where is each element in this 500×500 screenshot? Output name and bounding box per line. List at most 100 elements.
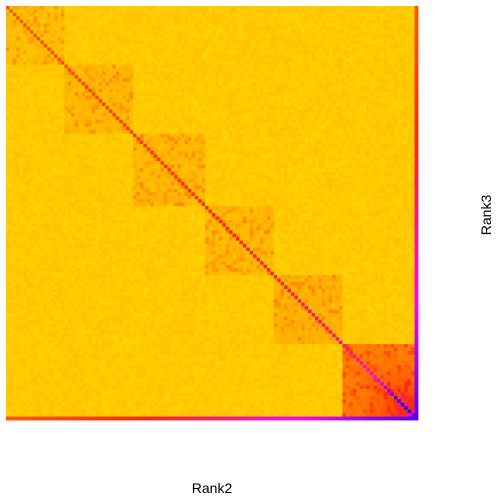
heatmap-cell bbox=[119, 147, 124, 152]
heatmap-cell bbox=[215, 64, 220, 69]
heatmap-cell bbox=[95, 95, 100, 100]
heatmap-cell bbox=[301, 9, 306, 14]
heatmap-cell bbox=[400, 109, 405, 114]
heatmap-cell bbox=[339, 43, 343, 48]
heatmap-cell bbox=[81, 95, 86, 100]
heatmap-cell bbox=[311, 33, 316, 38]
heatmap-cell bbox=[57, 54, 62, 59]
heatmap-cell bbox=[208, 109, 213, 114]
heatmap-cell bbox=[304, 78, 309, 83]
heatmap-cell bbox=[129, 37, 134, 41]
heatmap-cell bbox=[297, 109, 302, 114]
heatmap-cell bbox=[311, 106, 316, 110]
heatmap-cell bbox=[16, 140, 21, 145]
heatmap-cell bbox=[181, 102, 185, 107]
heatmap-cell bbox=[184, 126, 189, 131]
heatmap-cell bbox=[105, 112, 110, 117]
heatmap-cell bbox=[218, 102, 223, 107]
heatmap-cell bbox=[229, 144, 233, 148]
heatmap-cell bbox=[40, 137, 45, 141]
heatmap-cell bbox=[212, 137, 216, 141]
heatmap-cell bbox=[43, 57, 48, 62]
heatmap-cell bbox=[400, 75, 405, 79]
heatmap-cell bbox=[47, 9, 52, 14]
heatmap-cell bbox=[315, 88, 319, 93]
heatmap-cell bbox=[308, 75, 312, 79]
heatmap-cell bbox=[404, 140, 409, 145]
heatmap-cell bbox=[91, 54, 96, 59]
heatmap-cell bbox=[187, 102, 192, 107]
heatmap-cell bbox=[287, 133, 292, 138]
heatmap-cell bbox=[88, 26, 93, 31]
heatmap-cell bbox=[414, 43, 419, 48]
heatmap-cell bbox=[304, 57, 309, 62]
heatmap-cell bbox=[30, 140, 34, 145]
heatmap-cell bbox=[270, 123, 275, 128]
heatmap-cell bbox=[342, 40, 347, 45]
heatmap-cell bbox=[332, 140, 336, 145]
heatmap-cell bbox=[170, 106, 175, 110]
heatmap-cell bbox=[380, 68, 385, 72]
heatmap-cell bbox=[328, 78, 333, 83]
heatmap-cell bbox=[81, 119, 86, 124]
heatmap-cell bbox=[40, 30, 45, 34]
heatmap-cell bbox=[19, 112, 24, 117]
heatmap-cell bbox=[177, 9, 182, 14]
heatmap-cell bbox=[16, 147, 21, 152]
heatmap-cell bbox=[54, 144, 58, 148]
heatmap-cell bbox=[12, 57, 17, 62]
heatmap-cell bbox=[57, 12, 62, 17]
heatmap-cell bbox=[170, 43, 175, 48]
heatmap-cell bbox=[60, 9, 65, 14]
heatmap-cell bbox=[356, 9, 361, 14]
heatmap-cell bbox=[205, 109, 209, 114]
heatmap-cell bbox=[6, 68, 10, 72]
heatmap-cell bbox=[308, 40, 312, 45]
heatmap-cell bbox=[67, 126, 72, 131]
heatmap-cell bbox=[222, 85, 227, 90]
heatmap-cell bbox=[256, 92, 261, 97]
heatmap-cell bbox=[43, 43, 48, 48]
heatmap-cell bbox=[277, 9, 282, 14]
heatmap-cell bbox=[318, 23, 323, 28]
heatmap-cell bbox=[102, 130, 106, 135]
heatmap-cell bbox=[170, 9, 175, 14]
heatmap-cell bbox=[304, 75, 309, 79]
heatmap-cell bbox=[153, 126, 158, 131]
heatmap-cell bbox=[105, 116, 110, 121]
heatmap-cell bbox=[170, 37, 175, 41]
heatmap-cell bbox=[198, 50, 203, 55]
heatmap-cell bbox=[146, 75, 151, 79]
heatmap-cell bbox=[301, 12, 306, 17]
heatmap-cell bbox=[6, 61, 10, 66]
heatmap-cell bbox=[290, 130, 295, 135]
heatmap-cell bbox=[184, 92, 189, 97]
heatmap-cell bbox=[6, 19, 10, 24]
heatmap-cell bbox=[74, 61, 79, 66]
heatmap-cell bbox=[215, 68, 220, 72]
heatmap-cell bbox=[109, 81, 113, 86]
heatmap-cell bbox=[222, 106, 227, 110]
heatmap-cell bbox=[218, 30, 223, 34]
heatmap-cell bbox=[208, 92, 213, 97]
heatmap-cell bbox=[95, 23, 100, 28]
heatmap-cell bbox=[318, 54, 323, 59]
heatmap-cell bbox=[277, 116, 282, 121]
heatmap-cell bbox=[208, 78, 213, 83]
heatmap-cell bbox=[208, 85, 213, 90]
heatmap-cell bbox=[23, 123, 27, 128]
heatmap-cell bbox=[64, 40, 69, 45]
heatmap-cell bbox=[342, 47, 347, 52]
heatmap-cell bbox=[184, 112, 189, 117]
heatmap-cell bbox=[194, 123, 199, 128]
heatmap-cell bbox=[321, 47, 326, 52]
heatmap-cell bbox=[301, 75, 306, 79]
heatmap-cell bbox=[16, 16, 21, 21]
heatmap-cell bbox=[153, 85, 158, 90]
heatmap-cell bbox=[301, 88, 306, 93]
heatmap-cell bbox=[301, 92, 306, 97]
heatmap-cell bbox=[397, 37, 402, 41]
heatmap-cell bbox=[98, 147, 103, 152]
heatmap-cell bbox=[181, 130, 185, 135]
heatmap-cell bbox=[225, 30, 230, 34]
